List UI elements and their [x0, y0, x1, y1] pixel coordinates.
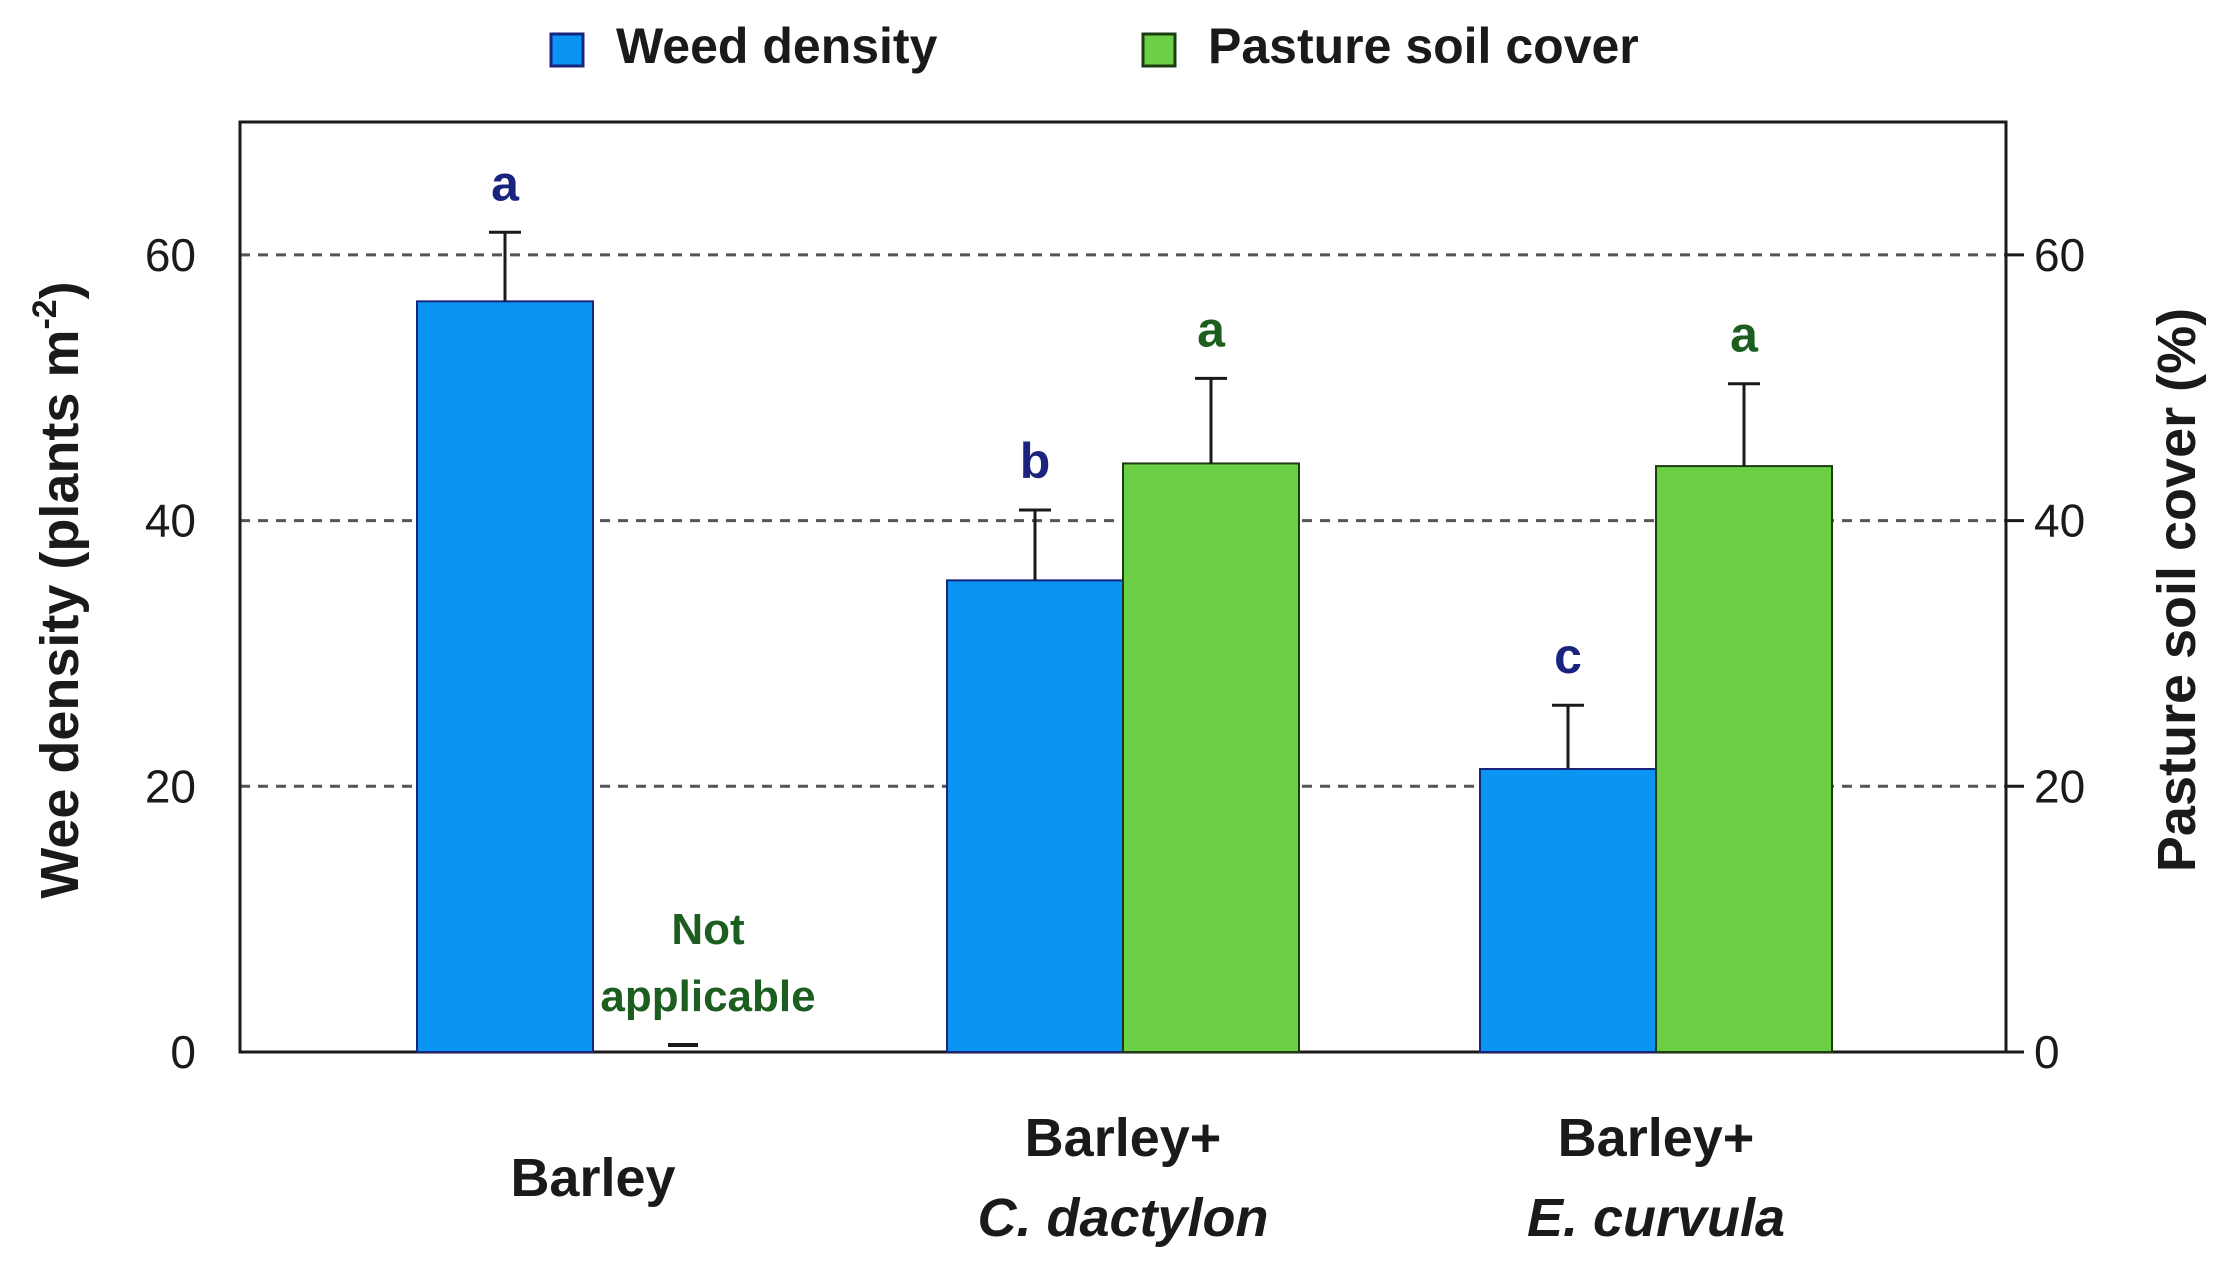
- significance-letter: c: [1554, 628, 1582, 684]
- left-tick-label: 60: [145, 229, 196, 281]
- bar-weed-density: [416, 300, 594, 1054]
- right-tick-label: 60: [2034, 229, 2085, 281]
- right-tick-label: 20: [2034, 760, 2085, 812]
- bar-weed-density: [1479, 768, 1657, 1053]
- category-label-line1: Barley+: [1558, 1108, 1755, 1168]
- category-label: Barley: [510, 1148, 675, 1208]
- bar-weed-density: [946, 579, 1124, 1053]
- right-tick-label: 0: [2034, 1026, 2060, 1078]
- significance-letter: a: [1197, 301, 1226, 357]
- bar-pasture-soil-cover: [1655, 465, 1833, 1054]
- left-axis-ticks: 0 20 40 60: [145, 229, 196, 1078]
- bar-pasture-soil-cover: [1122, 462, 1300, 1053]
- bars: a b c a a: [416, 155, 1833, 1054]
- category-label-line2: E. curvula: [1527, 1188, 1785, 1248]
- left-tick-label: 0: [170, 1026, 196, 1078]
- legend-label-pasture-soil-cover: Pasture soil cover: [1208, 18, 1639, 74]
- right-tick-label: 40: [2034, 495, 2085, 547]
- significance-letter: a: [491, 155, 520, 211]
- legend-swatch-weed-density: [549, 32, 585, 68]
- not-applicable-line1: Not: [671, 905, 745, 954]
- legend-swatch-pasture-soil-cover: [1141, 32, 1177, 68]
- left-axis-title: Wee density (plants m-2): [26, 281, 90, 898]
- right-axis-title: Pasture soil cover (%): [2147, 308, 2207, 872]
- significance-letter: b: [1020, 433, 1051, 489]
- right-axis-ticks: 0 20 40 60: [2006, 229, 2085, 1078]
- category-label-line2: C. dactylon: [977, 1188, 1268, 1248]
- significance-letter: a: [1730, 307, 1759, 363]
- left-tick-label: 20: [145, 760, 196, 812]
- category-label-line1: Barley+: [1025, 1108, 1222, 1168]
- category-labels: Barley Barley+ C. dactylon Barley+ E. curvul…: [510, 1108, 1785, 1248]
- not-applicable-note: Not applicable: [600, 905, 816, 1047]
- legend-label-weed-density: Weed density: [616, 18, 938, 74]
- not-applicable-line2: applicable: [600, 972, 815, 1021]
- legend: Weed density Pasture soil cover: [549, 18, 1639, 74]
- left-tick-label: 40: [145, 495, 196, 547]
